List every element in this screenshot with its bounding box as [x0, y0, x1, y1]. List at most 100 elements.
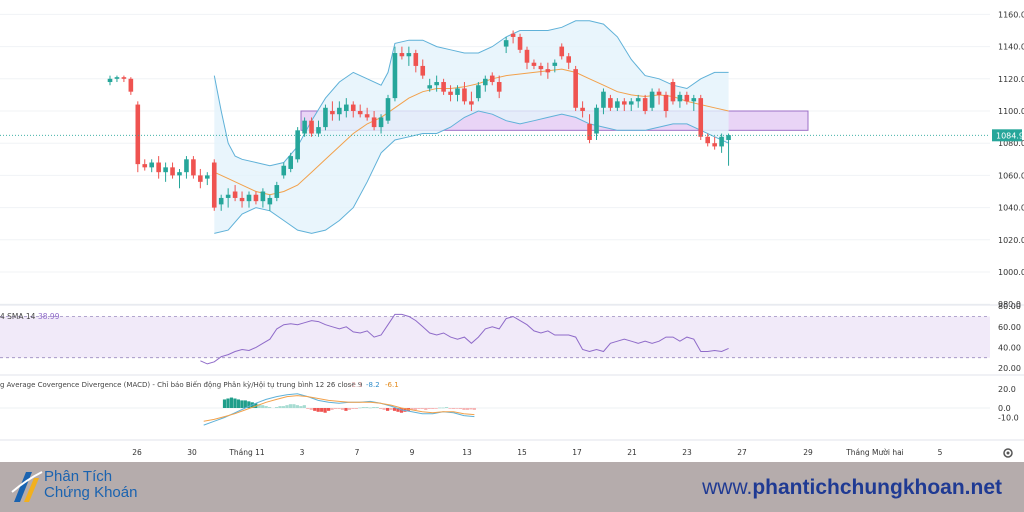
- macd-histogram-bar: [427, 408, 431, 409]
- candle: [121, 75, 127, 83]
- candle-body: [191, 159, 196, 176]
- price-axis: 1160.0 1140.0 1120.0 1100.0 1080.0 1060.0 1040…: [998, 10, 1024, 309]
- macd-histogram-bar: [365, 407, 369, 408]
- candle: [239, 191, 245, 208]
- macd-histogram-bar: [323, 408, 327, 413]
- macd-histogram-bar: [295, 405, 299, 408]
- candle-body: [149, 162, 154, 168]
- candle: [378, 114, 384, 134]
- bollinger-lower-line: [214, 110, 729, 234]
- candle: [330, 101, 335, 121]
- candle: [545, 62, 551, 79]
- candle-body: [392, 53, 398, 99]
- moving-average-line: [214, 68, 729, 196]
- bollinger-fill: [214, 20, 729, 234]
- candle-body: [274, 185, 280, 198]
- macd-histogram-bar: [240, 400, 244, 408]
- macd-histogram-bar: [469, 408, 473, 410]
- candle-body: [107, 78, 113, 83]
- candle-body: [323, 107, 328, 128]
- candle: [489, 72, 495, 86]
- time-tick-label: 27: [737, 448, 747, 457]
- candle-body: [344, 104, 349, 111]
- candle: [524, 46, 530, 70]
- macd-histogram-bar: [316, 408, 320, 412]
- candle-body: [503, 40, 509, 47]
- candle-body: [608, 98, 613, 108]
- bollinger-upper-line: [213, 20, 729, 167]
- bollinger-bands: [213, 20, 729, 234]
- candle: [399, 46, 405, 60]
- candle: [337, 101, 342, 121]
- candle-body: [649, 91, 655, 108]
- candlesticks: [107, 30, 731, 211]
- candle: [170, 162, 175, 179]
- site-url-prefix: www.: [702, 476, 753, 499]
- candle-body: [316, 127, 321, 134]
- candle-body: [628, 101, 634, 105]
- candle: [218, 194, 224, 211]
- macd-histogram-bar: [222, 399, 227, 408]
- candle: [205, 172, 210, 186]
- candle: [163, 162, 168, 182]
- candle: [385, 94, 391, 124]
- macd-histogram-bar: [375, 407, 379, 408]
- candle: [191, 156, 196, 179]
- candle-body: [302, 120, 307, 134]
- candle-body: [635, 98, 641, 102]
- macd-histogram-bar: [372, 407, 376, 408]
- macd-histogram-bar: [333, 408, 338, 409]
- time-tick-label: 5: [938, 448, 943, 457]
- candle-body: [580, 107, 585, 111]
- macd-histogram-bar: [309, 408, 313, 410]
- macd-histogram-bar: [386, 408, 390, 411]
- candle: [573, 65, 578, 111]
- macd-value-macd: -8.2: [366, 381, 380, 389]
- candle-body: [309, 120, 314, 134]
- candle: [677, 91, 683, 108]
- macd-histogram-bar: [444, 407, 449, 408]
- candle: [232, 185, 238, 202]
- candle-body: [232, 191, 238, 198]
- price-tick-label: 1060.0: [998, 171, 1024, 180]
- macd-histogram-bar: [455, 408, 459, 409]
- candle: [441, 78, 446, 95]
- candle: [726, 133, 731, 166]
- settings-gear-icon[interactable]: [1003, 448, 1013, 458]
- candle-body: [253, 194, 259, 202]
- candle-body: [587, 123, 592, 140]
- macd-histogram-bar: [261, 405, 265, 408]
- candle-body: [267, 197, 273, 205]
- candle: [594, 104, 599, 140]
- macd-histogram-bar: [358, 407, 362, 409]
- time-tick-label: 15: [517, 448, 527, 457]
- candle-body: [496, 82, 502, 92]
- candle: [246, 191, 252, 208]
- macd-histogram-bar: [330, 408, 334, 410]
- trading-chart[interactable]: 1160.0 1140.0 1120.0 1100.0 1080.0 1060.0 1040…: [0, 0, 1024, 462]
- candle-body: [198, 175, 203, 182]
- macd-histogram-bar: [382, 408, 386, 410]
- brand-line-2: Chứng Khoán: [44, 484, 138, 501]
- candle: [663, 91, 669, 118]
- macd-histogram-bar: [340, 408, 345, 410]
- candle: [253, 191, 259, 205]
- macd-histogram-bar: [285, 405, 289, 408]
- macd-histogram-bar: [281, 406, 286, 408]
- price-tick-label: 1020.0: [998, 236, 1024, 245]
- macd-tick-label: 0.0: [998, 404, 1011, 413]
- candle: [601, 88, 606, 115]
- candle: [427, 78, 432, 92]
- site-url[interactable]: www.phantichchungkhoan.net: [702, 476, 1002, 500]
- candle: [225, 188, 231, 208]
- candle: [288, 152, 293, 173]
- macd-histogram-bar: [233, 398, 237, 408]
- candle-body: [420, 65, 426, 76]
- rsi-tick-label: 40.00: [998, 343, 1021, 352]
- candle: [316, 120, 321, 137]
- rsi-line: [200, 313, 729, 365]
- macd-value-signal: -6.1: [385, 381, 399, 389]
- macd-histogram-bar: [413, 408, 417, 410]
- candle: [156, 156, 161, 179]
- candle-body: [295, 130, 300, 160]
